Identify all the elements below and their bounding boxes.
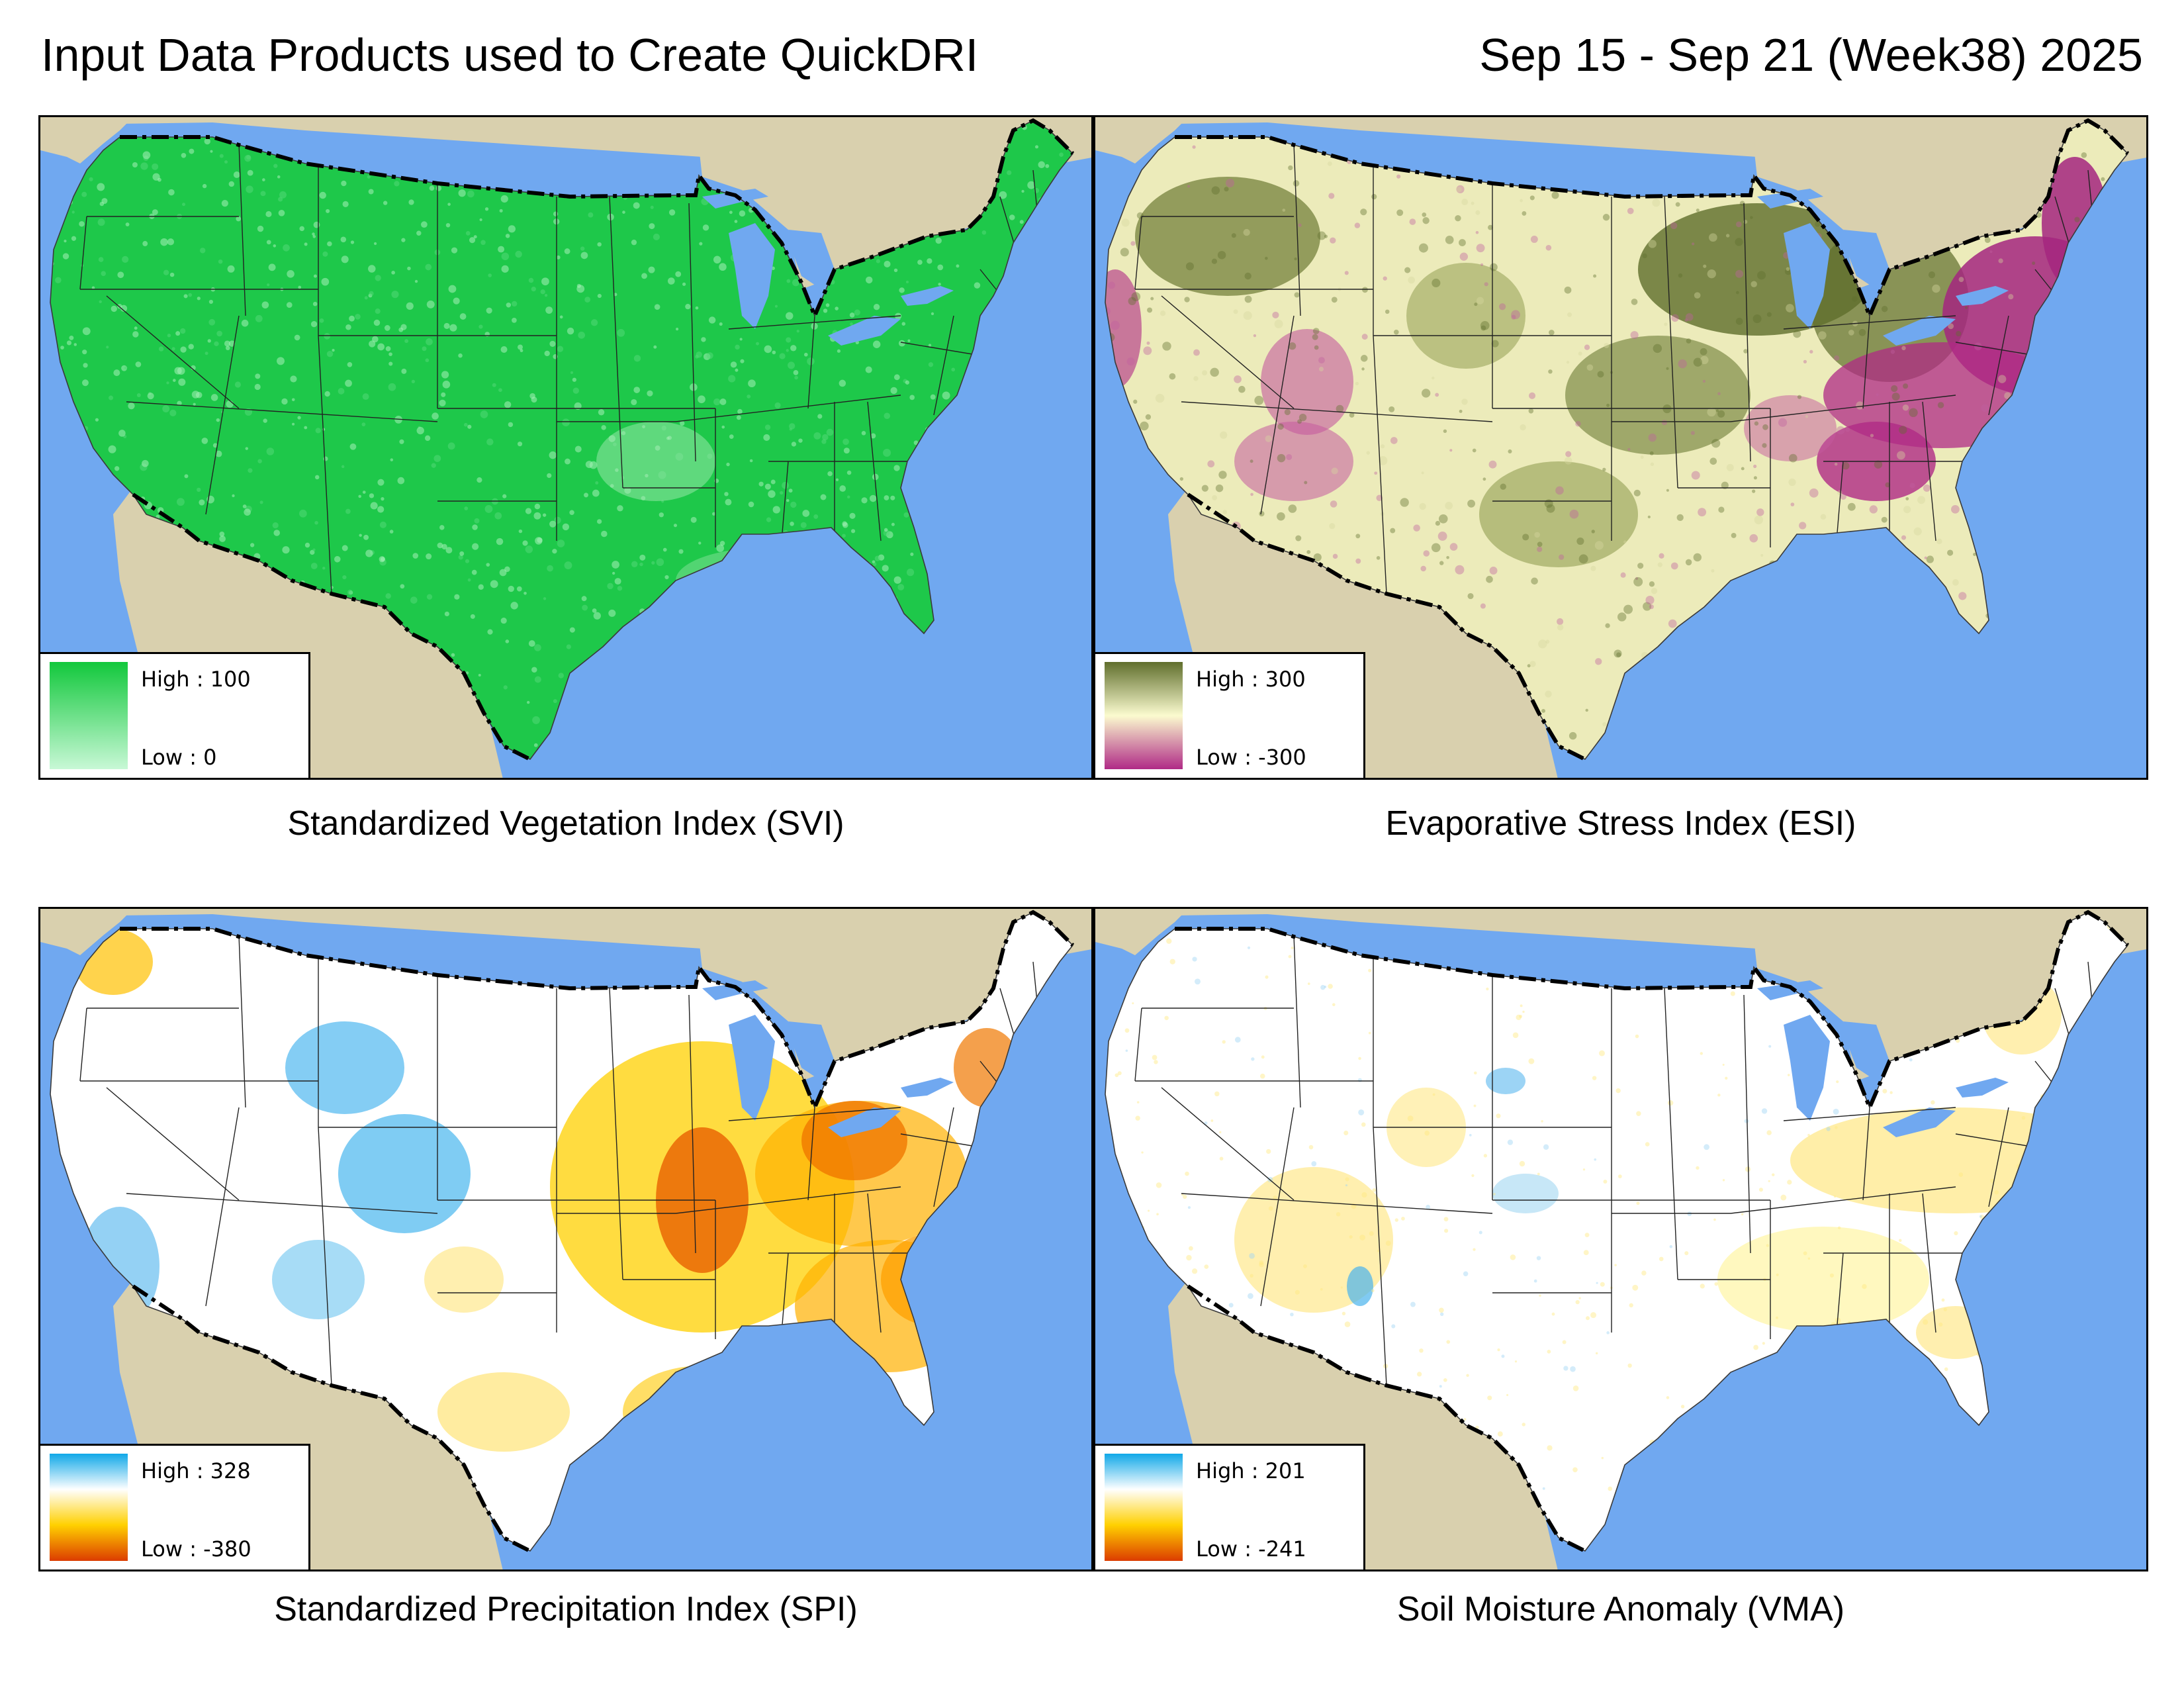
vma-legend-ramp	[1105, 1454, 1183, 1561]
neighbor-land	[1095, 117, 1188, 164]
svi-legend-ramp	[50, 662, 128, 769]
esi-legend-low: Low : -300	[1196, 745, 1306, 770]
great-lake	[1843, 230, 1889, 289]
great-lake	[901, 286, 954, 306]
great-lake	[1757, 189, 1823, 209]
svi-legend-high: High : 100	[141, 667, 251, 692]
state-boundaries	[1134, 143, 2095, 594]
great-lake	[1956, 1078, 2009, 1098]
mexico-border	[132, 492, 531, 761]
great-lake	[1843, 1021, 1889, 1081]
great-lake	[1956, 286, 2009, 306]
great-lake	[1883, 1107, 1956, 1137]
esi-legend: High : 300 Low : -300	[1095, 652, 1365, 778]
great-lake	[1784, 223, 1830, 329]
conus-land	[1105, 912, 2128, 1551]
vma-legend-high: High : 201	[1196, 1458, 1306, 1483]
mexico-border	[132, 1284, 531, 1553]
esi-map-panel[interactable]: High : 300 Low : -300	[1093, 115, 2148, 780]
spi-legend-high: High : 328	[141, 1458, 251, 1483]
esi-caption: Evaporative Stress Index (ESI)	[1385, 804, 1856, 843]
canada-border	[1175, 118, 2130, 321]
great-lake	[1883, 316, 1956, 346]
spi-map-panel[interactable]: High : 328 Low : -380	[38, 907, 1093, 1571]
spi-legend-ramp	[50, 1454, 128, 1561]
mexico-border	[1187, 492, 1586, 761]
neighbor-land	[40, 117, 133, 164]
neighbor-land	[40, 909, 133, 955]
conus-land	[50, 120, 1073, 759]
great-lake	[828, 1107, 901, 1137]
spi-legend-low: Low : -380	[141, 1536, 251, 1562]
great-lake	[901, 1078, 954, 1098]
svi-caption: Standardized Vegetation Index (SVI)	[287, 804, 844, 843]
mexico-border	[1187, 1284, 1586, 1553]
esi-legend-ramp	[1105, 662, 1183, 769]
canada-border	[1175, 910, 2130, 1113]
canada-border	[120, 118, 1075, 321]
vma-caption: Soil Moisture Anomaly (VMA)	[1396, 1590, 1845, 1628]
svi-legend-low: Low : 0	[141, 745, 217, 770]
neighbor-land	[1095, 909, 1188, 955]
great-lake	[702, 980, 768, 1000]
date-range: Sep 15 - Sep 21 (Week38) 2025	[1479, 29, 2143, 81]
great-lake	[729, 1015, 775, 1121]
svi-legend: High : 100 Low : 0	[40, 652, 310, 778]
spi-caption: Standardized Precipitation Index (SPI)	[274, 1590, 858, 1628]
vma-legend: High : 201 Low : -241	[1095, 1444, 1365, 1570]
svi-map-panel[interactable]: High : 100 Low : 0	[38, 115, 1093, 780]
canada-border	[120, 910, 1075, 1113]
great-lake	[702, 189, 768, 209]
great-lake	[828, 316, 901, 346]
great-lake	[729, 223, 775, 329]
great-lake	[1757, 980, 1823, 1000]
great-lake	[788, 1021, 835, 1081]
page-title: Input Data Products used to Create Quick…	[41, 29, 979, 81]
spi-legend: High : 328 Low : -380	[40, 1444, 310, 1570]
vma-legend-low: Low : -241	[1196, 1536, 1306, 1562]
esi-legend-high: High : 300	[1196, 667, 1306, 692]
state-boundaries	[1134, 935, 2095, 1386]
spi-map	[40, 909, 1091, 1570]
great-lake	[1784, 1015, 1830, 1121]
vma-map-panel[interactable]: High : 201 Low : -241	[1093, 907, 2148, 1571]
state-boundaries	[79, 143, 1040, 594]
great-lake	[788, 230, 835, 289]
